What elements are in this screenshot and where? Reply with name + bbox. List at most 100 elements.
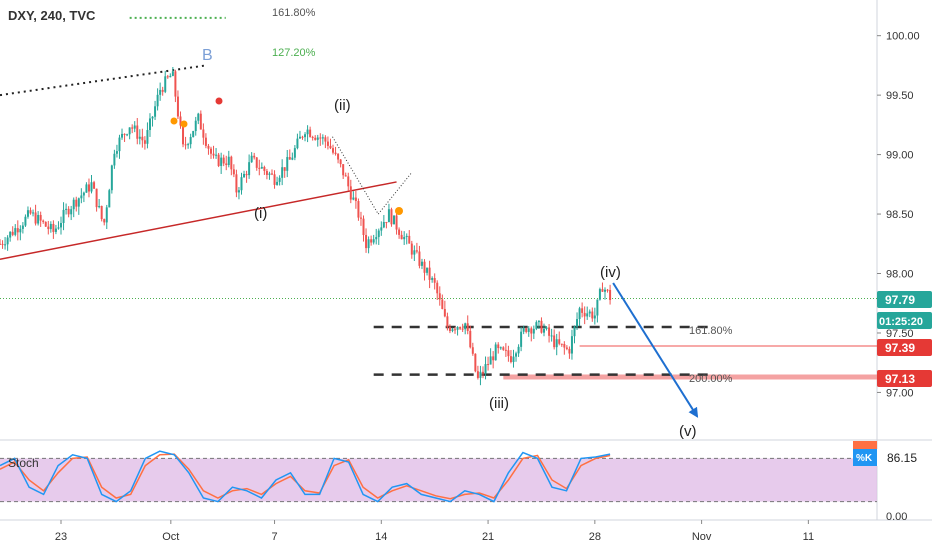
candle-body [0,243,1,245]
candle-body [54,228,57,232]
candle-body [451,329,454,332]
candle-body [232,169,235,175]
candle-body [283,167,286,171]
candle-body [494,344,497,361]
candle-body [573,326,576,337]
candle-body [169,75,172,78]
candle-body [540,320,543,333]
price-scale[interactable] [877,0,932,520]
candle-body [474,353,477,372]
candle-body [568,348,571,354]
candle-body [243,173,246,178]
candle-body [187,144,190,146]
candle-body [9,231,12,238]
candle-body [565,347,568,349]
candle-body [202,129,205,138]
candle-body [410,243,413,255]
candle-body [220,157,223,166]
candle-body [72,199,75,210]
candle-body [32,212,35,214]
candle-body [332,148,335,153]
fib-161-top-label: 161.80% [272,7,316,19]
candle-body [578,308,581,320]
candle-body [204,137,207,146]
candle-body [517,346,520,354]
candle-body [502,347,505,350]
candle-body [469,330,472,348]
candle-body [296,138,299,149]
fib-200-bottom-label: 200.00% [689,373,733,385]
marker-dot-red [215,97,223,105]
candle-body [189,137,192,145]
candle-body [248,162,251,176]
candle-body [461,328,464,330]
candle-body [344,175,347,177]
candle-body [49,223,52,230]
candle-body [405,235,408,238]
candle-body [509,356,512,363]
candle-body [75,199,78,207]
candle-body [194,120,197,132]
candle-body [263,166,266,171]
wave-i-label: (i) [254,205,267,222]
candle-body [443,308,446,317]
candle-body [515,353,518,357]
svg-text:97.79: 97.79 [885,293,915,307]
candle-body [525,328,528,332]
trendline-projection [612,282,699,418]
candle-body [545,327,548,329]
candle-body [156,94,159,107]
price-tick-label: 97.00 [886,387,914,399]
main-pane[interactable] [0,0,877,440]
candle-body [604,289,607,292]
candle-body [298,136,301,139]
candle-body [268,173,271,175]
candle-body [212,153,215,156]
candle-body [6,237,9,245]
candle-body [207,145,210,149]
candle-body [21,225,24,229]
time-tick-label: Nov [692,531,712,543]
candle-body [29,210,32,214]
candle-body [110,165,113,191]
candle-body [609,289,612,301]
candle-body [52,223,55,232]
candle-body [492,356,495,361]
candle-body [555,339,558,348]
svg-text:01:25:20: 01:25:20 [879,316,923,328]
wave-ii-label: (ii) [334,97,351,114]
candle-body [192,131,195,138]
candle-body [225,163,228,165]
candle-body [596,299,599,316]
candle-body [230,156,233,170]
candle-body [95,188,98,208]
time-axis-ticks: 23 Oct 7 14 21 28 Nov 11 [55,520,814,543]
wave-v-label: (v) [679,423,697,440]
candle-body [479,371,482,378]
candle-body [606,289,609,291]
trendlines [0,64,699,418]
countdown-tag: 01:25:20 [877,312,932,329]
candle-body [433,278,436,283]
candle-body [489,356,492,365]
price-tick-label: 99.50 [886,90,914,102]
fib-127-top-label: 127.20% [272,47,316,59]
candle-body [497,344,500,349]
stoch-k-tag: %K 86.15 [853,441,932,466]
candle-body [471,347,474,354]
candle-body [171,71,174,76]
time-tick-label: 28 [589,531,601,543]
candle-body [47,226,50,230]
candle-body [576,319,579,327]
candle-body [601,289,604,292]
candle-body [550,335,553,337]
candle-body [408,235,411,244]
candle-body [174,71,177,97]
candle-body [393,215,396,225]
candle-body [57,227,60,229]
candle-body [14,228,17,235]
candle-body [558,339,561,344]
candle-body [342,164,345,176]
candle-body [98,206,101,208]
